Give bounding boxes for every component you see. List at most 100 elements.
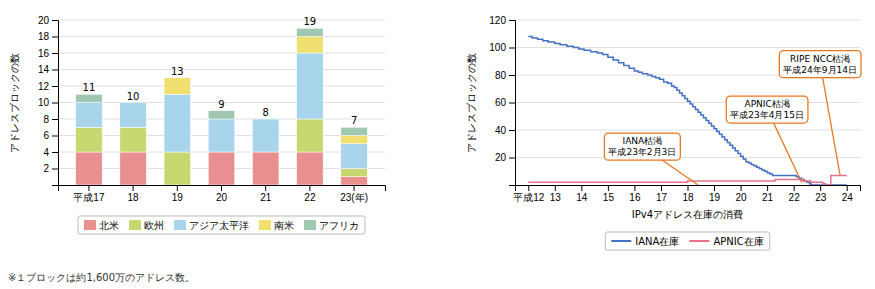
series [76, 119, 368, 185]
annotation: APNIC枯渇平成23年4月15日 [726, 96, 808, 182]
annotation-line: IANA枯渇 [623, 136, 663, 146]
bar-segment [120, 127, 147, 152]
tick: 14 [38, 64, 58, 75]
bar-segment [297, 37, 324, 54]
tick: 20 [495, 152, 515, 163]
legend-swatch [304, 220, 316, 230]
grid-line [58, 69, 385, 70]
bar-segment [164, 78, 191, 95]
tick: 24 [842, 185, 854, 203]
grid-line [515, 157, 860, 158]
bar-segment [76, 152, 103, 185]
axis-domain [52, 21, 59, 186]
tick-label: 22 [789, 192, 801, 203]
bar-segment [341, 144, 368, 169]
annotation-box [779, 51, 861, 78]
tick: 17 [656, 185, 668, 203]
legend: IANA在庫APNIC在庫 [605, 232, 769, 250]
tick-label: 60 [495, 97, 507, 108]
tick-label: 100 [489, 42, 506, 53]
total-label: 10 [127, 91, 140, 102]
tick-mark [52, 86, 58, 87]
legend-item: 北米 [84, 220, 119, 231]
bar-segment [120, 103, 147, 128]
tick: 22 [304, 185, 316, 203]
series [164, 37, 367, 144]
bar-segment [297, 152, 324, 185]
annotation-box [604, 133, 680, 160]
annotation-text: IANA枯渇平成23年2月3日 [608, 136, 676, 157]
tick-mark [52, 152, 58, 153]
tick-label: 13 [550, 192, 562, 203]
grid [515, 20, 860, 158]
legend-swatch [259, 220, 271, 230]
tick-label: 14 [38, 64, 50, 75]
total-label: 13 [171, 66, 184, 77]
tick: 平成12 [513, 185, 545, 203]
total-labels: 11101398197 [83, 16, 358, 126]
tick: 80 [495, 70, 515, 81]
axis-domain [516, 186, 861, 192]
tick-mark [820, 185, 821, 191]
annotation-line: APNIC枯渇 [744, 99, 789, 109]
tick-mark [509, 158, 515, 159]
tick-label: 18 [682, 192, 694, 203]
x-axis: 平成17181920212223(年) [59, 185, 386, 203]
legend: 北米欧州アジア太平洋南米アフリカ [78, 216, 365, 234]
tick-mark [177, 185, 178, 191]
grid [58, 20, 385, 169]
tick-label: 80 [495, 70, 507, 81]
tick-label: 18 [128, 192, 140, 203]
bar-segment [208, 152, 235, 185]
bar-segment [164, 77, 191, 78]
tick: 40 [495, 125, 515, 136]
tick: 18 [128, 185, 140, 203]
bar-segment [252, 119, 279, 120]
x-axis-title: IPv4アドレス在庫の消費 [632, 209, 743, 220]
legend-frame [78, 216, 365, 234]
tick: 2 [43, 163, 58, 174]
tick-label: 16 [38, 48, 50, 59]
tick-mark [509, 103, 515, 104]
tick-mark [528, 185, 529, 191]
tick-mark [88, 185, 89, 191]
tick: 平成17 [73, 185, 105, 203]
tick-label: 21 [260, 192, 272, 203]
annotation-text: APNIC枯渇平成23年4月15日 [730, 99, 804, 120]
tick-label: 22 [304, 192, 316, 203]
tick-mark [509, 75, 515, 76]
tick: 19 [709, 185, 721, 203]
tick-label: 平成12 [513, 192, 545, 203]
tick-label: 23(年) [340, 192, 368, 203]
total-label: 8 [263, 107, 269, 118]
annotation-text: RIPE NCC枯渇平成24年9月14日 [783, 54, 857, 75]
tick: 21 [260, 185, 272, 203]
chart-svg: 11101398197平成17181920212223(年)2468101214… [0, 0, 875, 289]
tick: 8 [43, 114, 58, 125]
tick-label: 14 [576, 192, 588, 203]
tick-label: 40 [495, 125, 507, 136]
grid-line [58, 53, 385, 54]
grid-line [58, 36, 385, 37]
y-axis: 2468101214161820 [38, 15, 59, 186]
bar-segment [341, 177, 368, 185]
bar-segment [341, 136, 368, 144]
tick-mark [265, 185, 266, 191]
bar-segment [120, 152, 147, 185]
tick-label: 4 [43, 147, 49, 158]
grid-line [515, 20, 860, 21]
tick: 16 [629, 185, 641, 203]
annotation-line: 平成24年9月14日 [783, 65, 857, 75]
tick: 14 [576, 185, 588, 203]
tick-label: 20 [736, 192, 748, 203]
tick-label: 8 [43, 114, 49, 125]
tick: 20 [38, 15, 58, 26]
total-label: 19 [304, 16, 317, 27]
legend-item: 欧州 [129, 220, 164, 231]
annotation: IANA枯渇平成23年2月3日 [604, 133, 698, 185]
tick-mark [688, 185, 689, 191]
grid-line [58, 86, 385, 87]
bar-segment [76, 103, 103, 128]
series [76, 28, 368, 135]
tick-label: 17 [656, 192, 668, 203]
